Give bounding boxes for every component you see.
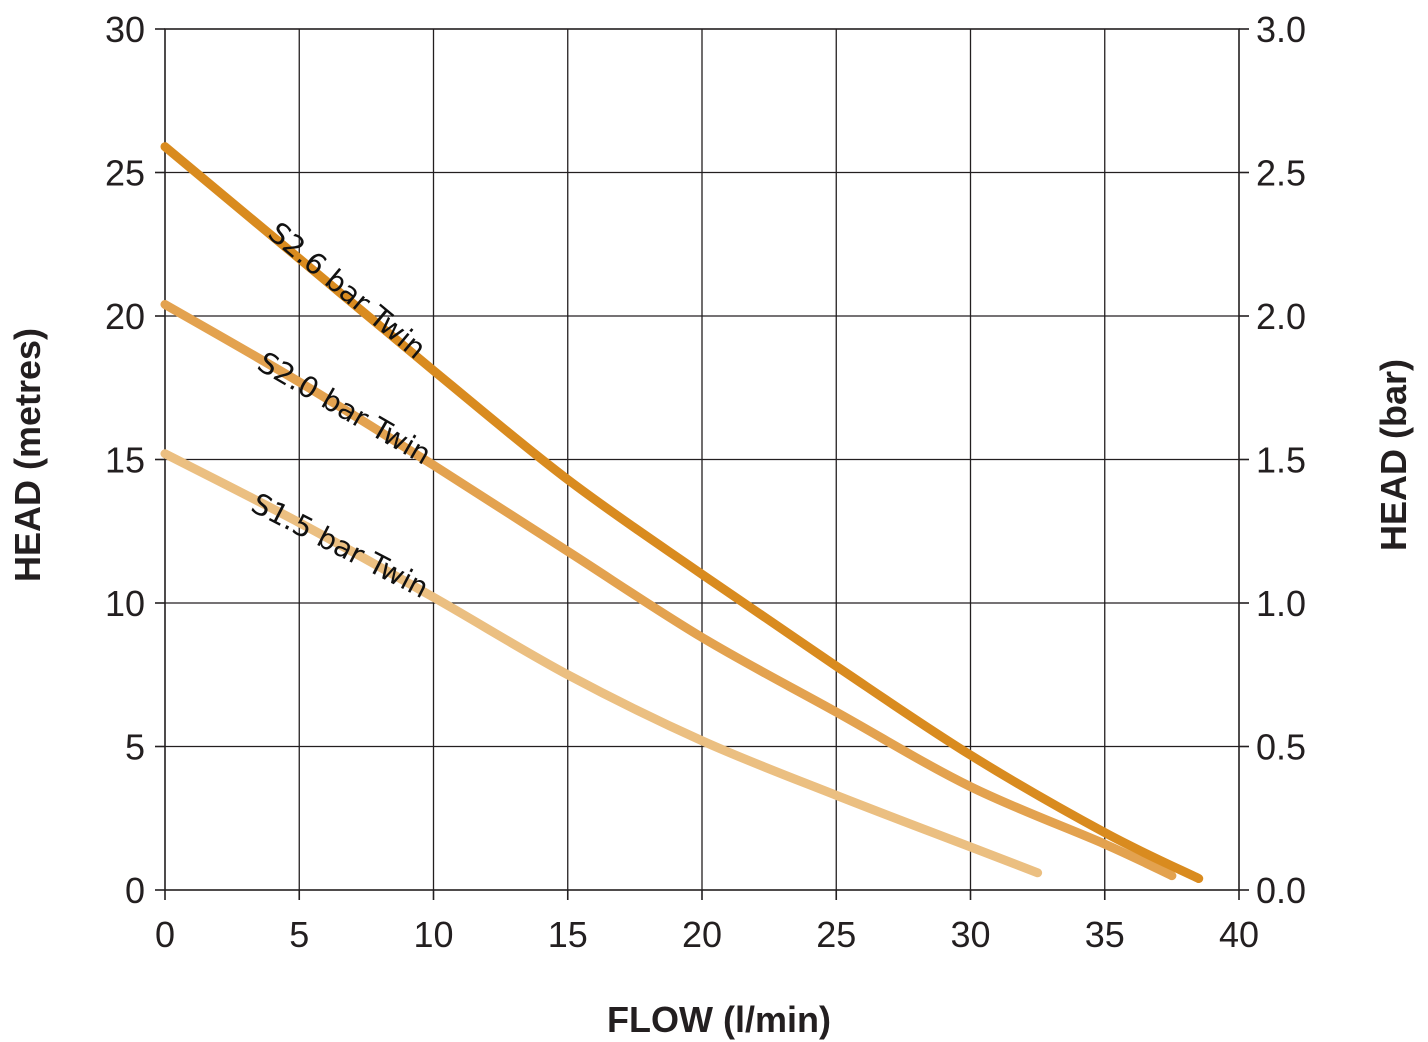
x-tick-label: 15 [548,914,588,955]
x-tick-label: 0 [155,914,175,955]
x-tick-label: 40 [1219,914,1259,955]
y-tick-label-right: 0.0 [1256,870,1306,911]
curve-label: S2.6 bar Twin [262,215,433,365]
y-tick-label-right: 1.5 [1256,440,1306,481]
x-tick-label: 5 [289,914,309,955]
grid-lines [165,29,1239,890]
y-tick-label-right: 2.0 [1256,296,1306,337]
y-tick-label-left: 15 [105,440,145,481]
y-tick-label-right: 0.5 [1256,727,1306,768]
x-tick-label: 20 [682,914,722,955]
x-tick-label: 10 [413,914,453,955]
y-tick-label-right: 3.0 [1256,9,1306,50]
data-series [160,142,1204,884]
curve-label: S1.5 bar Twin [246,486,434,605]
x-tick-label: 30 [950,914,990,955]
axes [155,28,1249,900]
y-tick-label-left: 20 [105,296,145,337]
x-axis-title: FLOW (l/min) [607,999,831,1040]
y-tick-label-right: 2.5 [1256,153,1306,194]
tick-labels: 0 5 10 15 20 25 30 35 40 0 5 10 15 20 25 30 0.0 0.5 1.0 1.5… [105,9,1306,955]
y-tick-label-left: 10 [105,583,145,624]
series-line [160,300,1177,881]
x-tick-label: 35 [1085,914,1125,955]
y-tick-label-left: 0 [125,870,145,911]
plot-frame [164,28,1240,891]
series-line [160,142,1204,884]
series-line [160,449,1043,878]
y-tick-label-right: 1.0 [1256,583,1306,624]
y-axis-title-right: HEAD (bar) [1373,359,1414,551]
y-tick-label-left: 30 [105,9,145,50]
x-tick-label: 25 [816,914,856,955]
y-tick-label-left: 25 [105,153,145,194]
y-axis-title-left: HEAD (metres) [7,328,48,582]
y-tick-label-left: 5 [125,727,145,768]
